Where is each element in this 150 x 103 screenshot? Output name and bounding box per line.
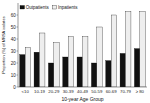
y-tick-label: 60 [11,13,17,18]
y-axis-label: Proportion (%) of MRSA isolates [1,16,6,73]
y-tick-label: 0 [13,85,16,90]
bar [97,27,102,87]
bar [48,63,53,87]
bar [25,47,30,87]
bars [20,11,146,87]
y-tick [17,87,19,88]
x-tick-label: 50-59 [91,89,103,94]
y-tick [17,63,19,64]
y-tick-label: 40 [11,37,17,42]
x-axis-label: 10-year Age Group [61,96,103,102]
y-tick [17,39,19,40]
legend-swatch [52,6,57,10]
chart-container: 0 10 20 30 40 50 60 <10 10-1920-2930-3940-4950-5… [0,0,150,103]
bar [106,61,111,87]
y-tick-label: 50 [11,25,17,30]
x-tick-label: 40-49 [77,89,89,94]
x-tick-label: 30-39 [63,89,75,94]
bar [83,37,88,87]
bar [54,43,59,87]
y-tick-label: 30 [11,49,17,54]
y-tick [17,51,19,52]
x-axis-line [18,87,147,88]
x-tick-label: ≥ 80 [136,89,145,94]
chart-svg: 0 10 20 30 40 50 60 <10 10-1920-2930-3940-4950-5… [0,0,150,103]
legend-label: Inpatients [58,5,78,10]
legend-label: Outpatients [26,5,50,10]
bar [40,33,45,87]
y-tick [17,27,19,28]
bar [68,37,73,87]
bar [111,15,116,87]
y-axis-line [18,3,19,87]
x-tick-label: <10 [22,89,30,94]
legend-swatch [20,6,25,10]
y-tick [17,15,19,16]
y-tick-label: 20 [11,61,17,66]
x-tick-label: 20-29 [48,89,60,94]
bar [126,11,131,87]
bar [91,63,96,87]
y-tick [17,75,19,76]
bar [77,57,82,87]
legend: Outpatients Inpatients [20,5,78,10]
y-tick-label: 10 [11,73,17,78]
bar [140,11,145,87]
x-tick-label: 10-19 [34,89,46,94]
bar [134,49,139,87]
x-tick-label: 70-79 [120,89,132,94]
x-tick-label: 60-69 [106,89,118,94]
bar [34,52,39,87]
bar [63,57,68,87]
bar [120,53,125,87]
bar [20,55,25,87]
